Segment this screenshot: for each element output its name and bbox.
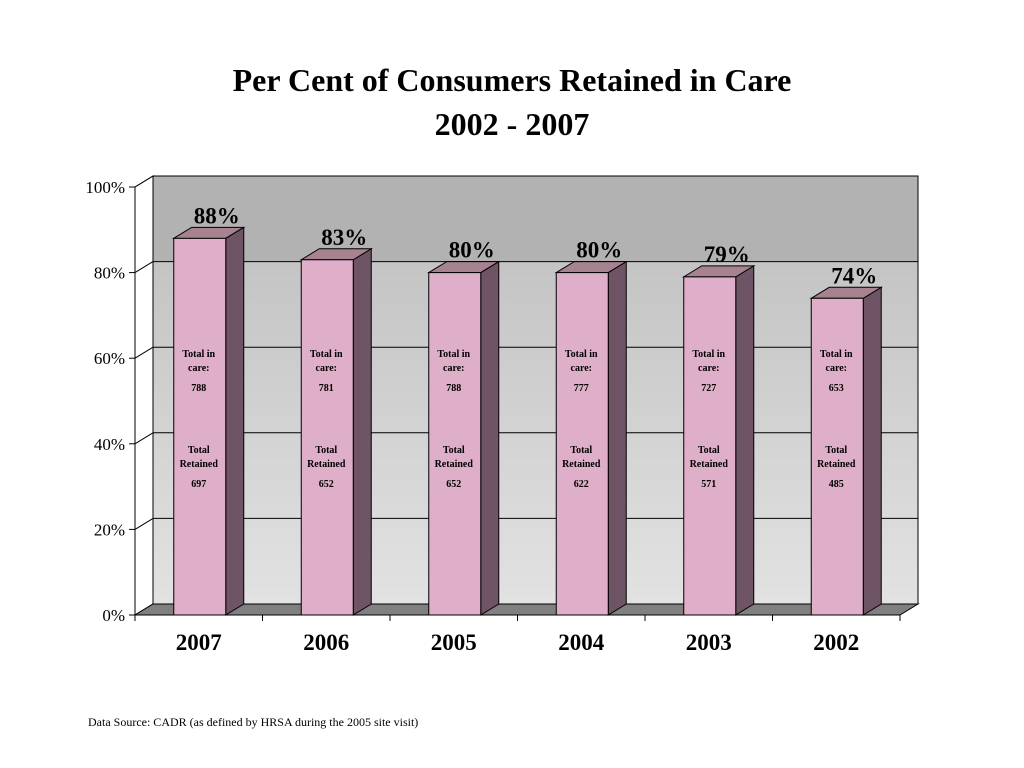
x-tick-label: 2004	[558, 630, 605, 655]
chart-title: Per Cent of Consumers Retained in Care	[232, 62, 792, 98]
in-care-label: Total in	[692, 349, 725, 360]
y-tick-label: 0%	[102, 606, 125, 625]
x-tick-label: 2005	[431, 630, 477, 655]
in-care-label: care:	[571, 363, 592, 374]
bar-side	[607, 260, 627, 616]
gridline-side	[134, 346, 154, 359]
retained-label: Retained	[690, 459, 729, 470]
y-tick-label: 60%	[94, 349, 125, 368]
gridline-side	[134, 261, 154, 274]
in-care-label: Total in	[182, 349, 215, 360]
chart-floor	[133, 603, 920, 616]
retained-label: Retained	[562, 459, 601, 470]
bar-side	[225, 226, 245, 616]
bar	[810, 297, 864, 616]
retained-label: Retained	[435, 459, 474, 470]
retained-label: Retained	[180, 459, 219, 470]
bar	[173, 237, 227, 616]
data-label: 80%	[576, 238, 622, 263]
retained-value: 697	[191, 479, 206, 490]
in-care-value: 777	[574, 383, 589, 394]
retained-label: Retained	[817, 459, 856, 470]
in-care-label: Total in	[565, 349, 598, 360]
bar	[428, 272, 482, 616]
x-tick-label: 2003	[686, 630, 732, 655]
retained-label: Total	[570, 445, 592, 456]
bar	[683, 276, 737, 616]
in-care-value: 727	[701, 383, 716, 394]
in-care-label: care:	[698, 363, 719, 374]
in-care-value: 653	[829, 383, 844, 394]
bar-side	[862, 286, 882, 616]
chart-subtitle: 2002 - 2007	[434, 106, 590, 142]
retained-value: 485	[829, 479, 844, 490]
data-label: 83%	[321, 225, 367, 250]
in-care-label: Total in	[437, 349, 470, 360]
bar	[555, 272, 609, 616]
in-care-label: Total in	[310, 349, 343, 360]
bar	[300, 259, 354, 616]
in-care-label: Total in	[820, 349, 853, 360]
left-wall	[134, 175, 154, 616]
gridline-side	[134, 517, 154, 530]
y-tick-label: 100%	[85, 178, 125, 197]
bar-side	[735, 264, 755, 616]
y-tick-label: 80%	[94, 264, 125, 283]
in-care-label: care:	[826, 363, 847, 374]
retained-label: Total	[443, 445, 465, 456]
in-care-label: care:	[443, 363, 464, 374]
data-label: 80%	[449, 238, 495, 263]
data-source-note: Data Source: CADR (as defined by HRSA du…	[88, 715, 419, 729]
data-label: 79%	[704, 242, 750, 267]
gridline-side	[134, 175, 154, 188]
y-tick-label: 40%	[94, 435, 125, 454]
x-tick-label: 2006	[303, 630, 349, 655]
y-tick-label: 20%	[94, 520, 125, 539]
in-care-label: care:	[188, 363, 209, 374]
retained-value: 622	[574, 479, 589, 490]
bar-side	[480, 260, 500, 616]
retained-label: Total	[188, 445, 210, 456]
retained-value: 571	[701, 479, 716, 490]
data-label: 74%	[831, 263, 877, 288]
x-tick-label: 2002	[813, 630, 859, 655]
retained-label: Retained	[307, 459, 346, 470]
in-care-label: care:	[316, 363, 337, 374]
in-care-value: 788	[191, 383, 206, 394]
bar-side	[352, 247, 372, 616]
retained-value: 652	[319, 479, 334, 490]
back-wall-upper	[153, 176, 918, 262]
in-care-value: 781	[319, 383, 334, 394]
x-tick-label: 2007	[176, 630, 222, 655]
gridline-side	[134, 432, 154, 445]
data-label: 88%	[194, 203, 240, 228]
retained-label: Total	[315, 445, 337, 456]
in-care-value: 788	[446, 383, 461, 394]
retained-label: Total	[825, 445, 847, 456]
retained-value: 652	[446, 479, 461, 490]
retained-label: Total	[698, 445, 720, 456]
